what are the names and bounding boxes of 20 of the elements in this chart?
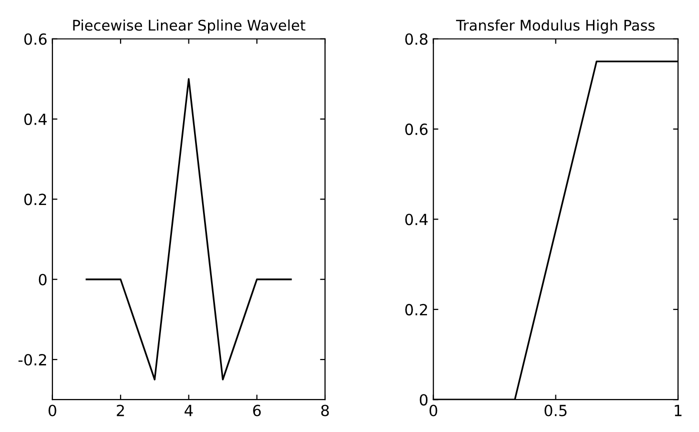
y-tick-label: 0.2 [405, 304, 427, 316]
x-tick-label: 1 [674, 404, 682, 416]
x-tick-label: 2 [116, 404, 124, 416]
chart-title: Piecewise Linear Spline Wavelet [73, 19, 306, 34]
y-tick-label: 0.6 [405, 124, 428, 136]
x-tick-label: 0.5 [544, 404, 567, 416]
y-tick-label: 0.4 [405, 214, 428, 226]
y-tick-label: 0.6 [24, 33, 47, 45]
y-tick-label: 0 [420, 394, 428, 406]
x-tick-label: 0 [48, 404, 56, 416]
x-tick-label: 8 [321, 404, 329, 416]
y-tick-label: 0.8 [405, 33, 428, 45]
x-tick-label: 6 [253, 404, 261, 416]
y-tick-label: 0.2 [24, 194, 46, 206]
y-tick-label: 0 [38, 274, 47, 286]
chart-title: Transfer Modulus High Pass [456, 19, 655, 34]
y-tick-label: 0.4 [24, 114, 47, 126]
y-tick-label: -0.2 [18, 354, 46, 366]
x-tick-label: 0 [430, 404, 438, 416]
x-tick-label: 4 [184, 404, 193, 416]
